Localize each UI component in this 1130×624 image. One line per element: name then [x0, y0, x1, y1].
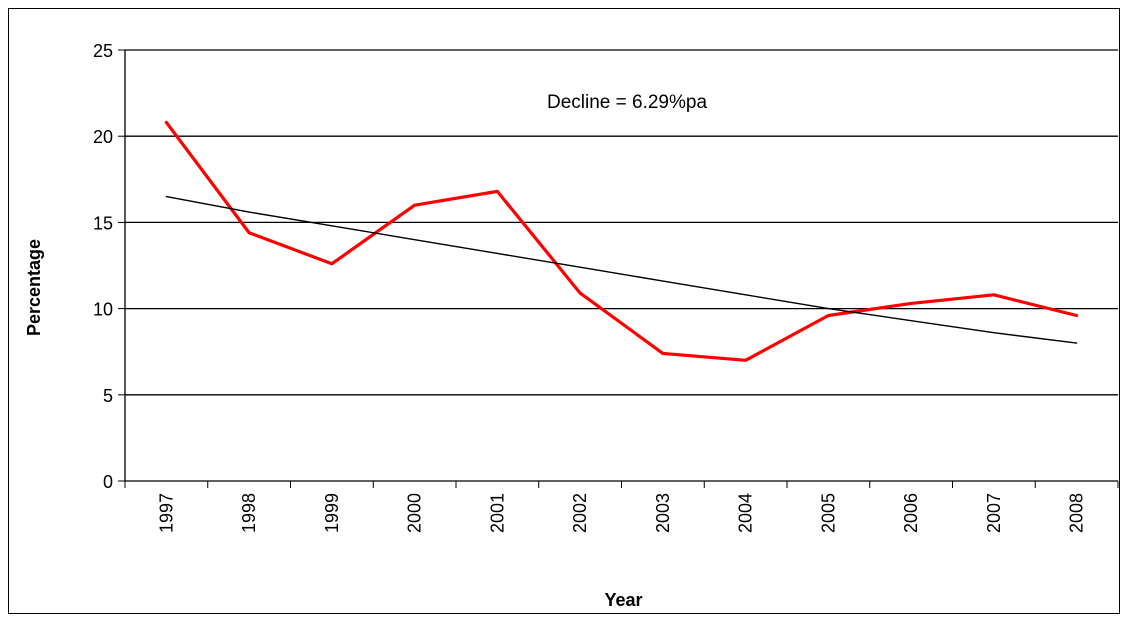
y-tick-label: 0: [103, 472, 113, 492]
x-axis-title: Year: [604, 590, 642, 610]
y-axis-title: Percentage: [24, 239, 44, 336]
series-line: [164, 120, 1079, 362]
y-tick-label: 10: [93, 300, 113, 320]
x-tick-label: 2001: [487, 493, 507, 533]
gridlines: [125, 49, 1118, 396]
x-tick-label: 2003: [653, 493, 673, 533]
y-tick-label: 25: [93, 41, 113, 61]
x-tick-labels: 1997 1998 1999 2000 2001 2002 2003 2004 2005 2006…: [156, 493, 1086, 533]
x-tick-label: 2004: [736, 493, 756, 533]
x-tick-label: 2002: [570, 493, 590, 533]
x-tick-label: 2008: [1067, 493, 1087, 533]
x-tick-label: 2000: [405, 493, 425, 533]
y-tick-label: 15: [93, 213, 113, 233]
y-tick-label: 20: [93, 127, 113, 147]
chart-frame: [8, 8, 1120, 614]
x-tick-label: 1997: [156, 493, 176, 533]
x-tick-label: 1999: [322, 493, 342, 533]
axes: [118, 49, 1119, 488]
y-tick-labels: 0 5 10 15 20 25: [93, 41, 113, 492]
x-tick-label: 2005: [818, 493, 838, 533]
x-tick-label: 1998: [239, 493, 259, 533]
series-group: [164, 120, 1079, 362]
x-tick-label: 2006: [901, 493, 921, 533]
y-tick-label: 5: [103, 386, 113, 406]
trendline: [165, 195, 1078, 344]
decline-annotation: Decline = 6.29%pa: [547, 92, 707, 113]
x-tick-label: 2007: [984, 493, 1004, 533]
